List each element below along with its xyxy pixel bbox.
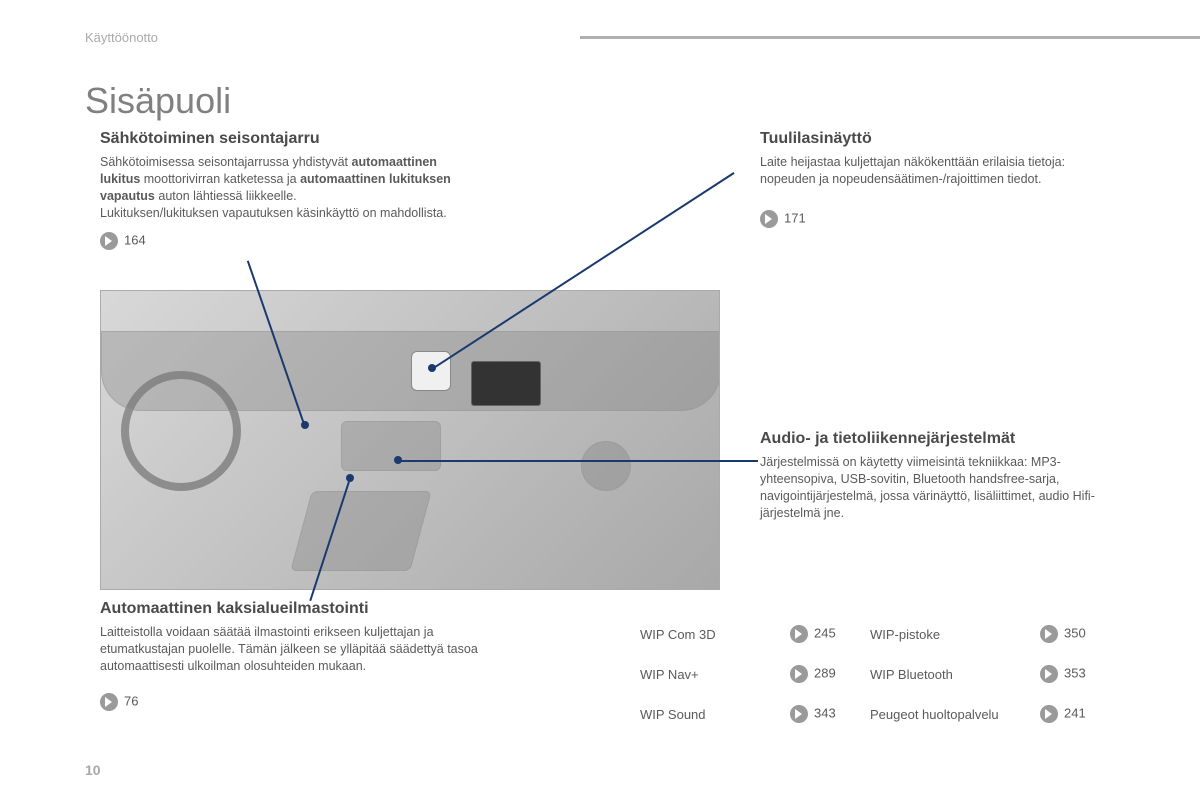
climate-body: Laitteistolla voidaan säätää ilmastointi…: [100, 624, 510, 675]
brake-text-2: moottorivirran katketessa ja: [140, 172, 296, 186]
audio-body: Järjestelmissä on käytetty viimeisintä t…: [760, 454, 1120, 522]
page-number: 10: [85, 762, 101, 778]
section-climate: Automaattinen kaksialueilmastointi Laitt…: [100, 600, 510, 711]
audio-title: Audio- ja tietoliikennejärjestelmät: [760, 430, 1120, 448]
page-ref-icon: [1040, 705, 1058, 723]
page-ref-icon: [1040, 665, 1058, 683]
hud-ref-number: 171: [784, 210, 806, 225]
brake-text-1: Sähkötoimisessa seisontajarrussa yhdisty…: [100, 155, 348, 169]
page-ref-icon: [790, 665, 808, 683]
climate-title: Automaattinen kaksialueilmastointi: [100, 600, 510, 618]
section-parking-brake: Sähkötoiminen seisontajarru Sähkötoimise…: [100, 130, 460, 250]
ref-link[interactable]: 289: [790, 665, 870, 683]
hud-page-ref[interactable]: 171: [760, 210, 1120, 228]
header-divider: [580, 36, 1200, 39]
ref-label: Peugeot huoltopalvelu: [870, 707, 1040, 722]
section-hud: Tuulilasinäyttö Laite heijastaa kuljetta…: [760, 130, 1120, 228]
climate-page-ref[interactable]: 76: [100, 693, 510, 711]
ref-link[interactable]: 241: [1040, 705, 1100, 723]
ref-label: WIP-pistoke: [870, 627, 1040, 642]
callout-line-audio: [398, 460, 758, 462]
climate-ref-number: 76: [124, 693, 138, 708]
hud-body: Laite heijastaa kuljettajan näkökenttään…: [760, 154, 1120, 188]
ref-link[interactable]: 245: [790, 625, 870, 643]
ref-link[interactable]: 350: [1040, 625, 1100, 643]
callout-dot: [394, 456, 402, 464]
ref-page: 245: [814, 625, 836, 640]
hud-title: Tuulilasinäyttö: [760, 130, 1120, 148]
ref-label: WIP Sound: [640, 707, 790, 722]
ref-label: WIP Com 3D: [640, 627, 790, 642]
brake-page-ref[interactable]: 164: [100, 232, 460, 250]
ref-page: 350: [1064, 625, 1086, 640]
ref-link[interactable]: 343: [790, 705, 870, 723]
brake-body: Sähkötoimisessa seisontajarrussa yhdisty…: [100, 154, 460, 222]
callout-dot: [428, 364, 436, 372]
brake-text-3: auton lähtiessä liikkeelle.: [155, 189, 297, 203]
section-audio: Audio- ja tietoliikennejärjestelmät Järj…: [760, 430, 1120, 522]
ref-label: WIP Bluetooth: [870, 667, 1040, 682]
page-ref-icon: [100, 232, 118, 250]
section-breadcrumb: Käyttöönotto: [85, 30, 158, 45]
audio-ref-grid: WIP Com 3D 245 WIP-pistoke 350 WIP Nav+ …: [640, 625, 1100, 723]
callout-dot: [346, 474, 354, 482]
ref-page: 353: [1064, 665, 1086, 680]
ref-page: 343: [814, 705, 836, 720]
page-ref-icon: [760, 210, 778, 228]
page-ref-icon: [790, 625, 808, 643]
page-ref-icon: [100, 693, 118, 711]
ref-link[interactable]: 353: [1040, 665, 1100, 683]
brake-ref-number: 164: [124, 232, 146, 247]
interior-diagram: [100, 290, 720, 590]
brake-text-4: Lukituksen/lukituksen vapautuksen käsink…: [100, 206, 447, 220]
ref-label: WIP Nav+: [640, 667, 790, 682]
ref-page: 241: [1064, 705, 1086, 720]
ref-page: 289: [814, 665, 836, 680]
page-ref-icon: [1040, 625, 1058, 643]
callout-dot: [301, 421, 309, 429]
brake-title: Sähkötoiminen seisontajarru: [100, 130, 460, 148]
page-title: Sisäpuoli: [85, 80, 231, 122]
page-ref-icon: [790, 705, 808, 723]
